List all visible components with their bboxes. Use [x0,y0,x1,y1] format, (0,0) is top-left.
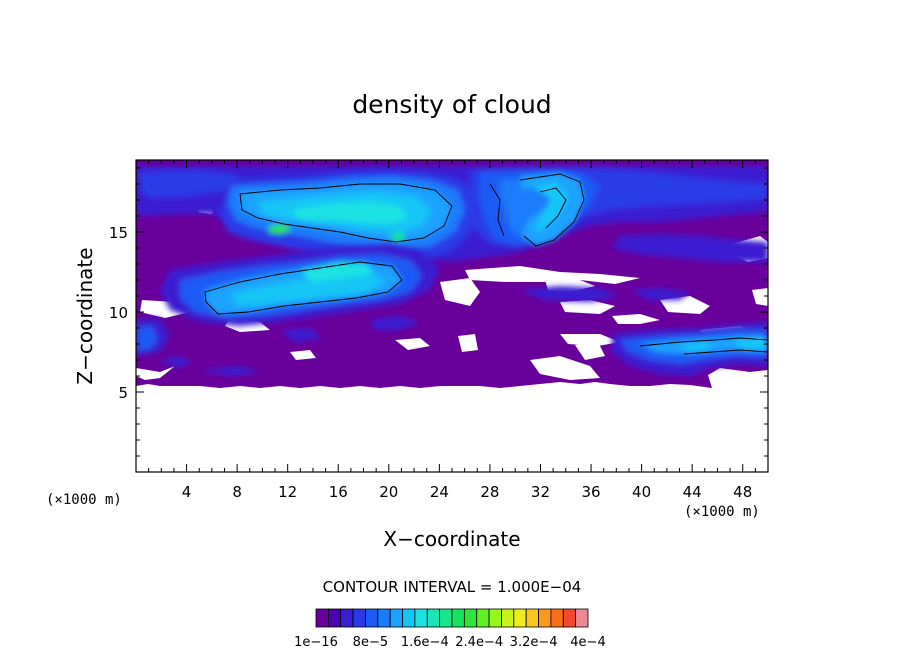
contour-interval-text: CONTOUR INTERVAL = 1.000E−04 [323,578,582,596]
mid-level-plume [160,244,440,326]
colorbar-swatch [352,608,366,628]
colorbar-swatch [476,608,490,628]
x-tick-label: 4 [182,483,192,501]
colorbar-swatch [525,608,539,628]
x-tick-label: 20 [379,483,398,501]
colorbar-tick-label: 2.4e−4 [455,635,503,650]
colorbar-swatch [365,608,379,628]
colorbar-swatch [575,608,589,628]
colorbar-swatch [315,608,329,628]
colorbar-tick-label: 1e−16 [294,635,338,650]
colorbar-swatch [513,608,527,628]
colorbar-swatch [402,608,416,628]
x-tick-label: 24 [430,483,449,501]
colorbar-swatch [340,608,354,628]
colorbar-swatch [538,608,552,628]
x-tick-label: 48 [733,483,752,501]
colorbar-swatch [562,608,577,628]
colorbar-labels: 1e−16 8e−5 1.6e−4 2.4e−4 3.2e−4 4e−4 [294,635,606,650]
x-tick-label: 12 [278,483,297,501]
x-unit-label-left: (×1000 m) [46,492,122,508]
x-tick-label: 8 [232,483,242,501]
contour-lines [204,173,768,355]
y-axis-label: Z−coordinate [73,247,97,384]
x-tick-label: 44 [683,483,702,501]
colorbar-swatch [501,608,515,628]
colorbar-tick-label: 1.6e−4 [401,635,449,650]
colorbar-swatch [550,608,564,628]
x-tick-label: 32 [531,483,550,501]
x-axis-label: X−coordinate [383,527,520,551]
colorbar-swatch [488,608,502,628]
chart-title: density of cloud [352,90,551,119]
colorbar-swatch [327,608,342,628]
colorbar-swatch [439,608,453,628]
anvil-core [220,170,585,268]
colorbar-tick-label: 8e−5 [353,635,388,650]
colorbar [315,608,589,628]
colorbar-swatch [377,608,391,628]
y-axis-ticks: 5 10 15 [109,167,768,457]
colorbar-swatch [389,608,403,628]
y-tick-label: 10 [109,304,128,322]
x-tick-label: 36 [581,483,600,501]
colorbar-swatch [426,608,441,628]
colorbar-swatch [463,608,478,628]
x-tick-label: 28 [480,483,499,501]
y-tick-label: 15 [109,224,128,242]
colorbar-swatch [414,608,428,628]
density-field [136,160,768,472]
colorbar-tick-label: 4e−4 [570,635,605,650]
x-unit-label-right: (×1000 m) [684,504,760,520]
x-tick-label: 16 [329,483,348,501]
y-tick-label: 5 [118,384,128,402]
colorbar-tick-label: 3.2e−4 [510,635,558,650]
x-tick-label: 40 [632,483,651,501]
x-axis-ticks: 4 8 12 16 20 24 28 32 36 40 44 48 [148,160,756,501]
left-lower-patches [136,286,620,376]
colorbar-swatch [451,608,465,628]
